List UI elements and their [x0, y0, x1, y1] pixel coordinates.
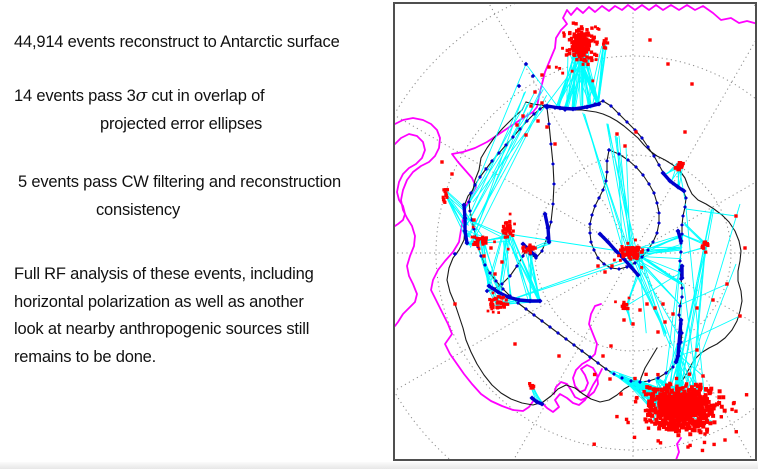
bullet-cw-line1: 5 events pass CW filtering and reconstru…: [18, 173, 341, 191]
para-line-4: remains to be done.: [14, 347, 157, 366]
para-line-1: Full RF analysis of these events, includ…: [14, 265, 314, 283]
antarctica-event-map-frame: [393, 2, 757, 461]
bullet-sigma-cut-post: cut in overlap of: [146, 87, 265, 105]
para-line-2: horizontal polarization as well as anoth…: [14, 292, 304, 311]
bullet-cw-line2: consistency: [96, 201, 181, 219]
bullet-sigma-cut-line2: projected error ellipses: [100, 115, 263, 133]
slide-bottom-shadow: [0, 462, 758, 469]
bullet-events-total: 44,914 events reconstruct to Antarctic s…: [14, 33, 340, 51]
bullet-cw-filtering: 5 events pass CW filtering and reconstru…: [18, 168, 341, 224]
bullet-sigma-cut-pre: 14 events pass 3: [14, 87, 136, 105]
bullet-sigma-cut: 14 events pass 3σ cut in overlap of proje…: [14, 82, 265, 138]
antarctica-event-map: [395, 4, 755, 459]
paragraph-full-rf-analysis: Full RF analysis of these events, includ…: [14, 261, 314, 371]
para-line-3: look at nearby anthropogenic sources sti…: [14, 320, 310, 338]
sigma-symbol: σ: [135, 86, 148, 106]
